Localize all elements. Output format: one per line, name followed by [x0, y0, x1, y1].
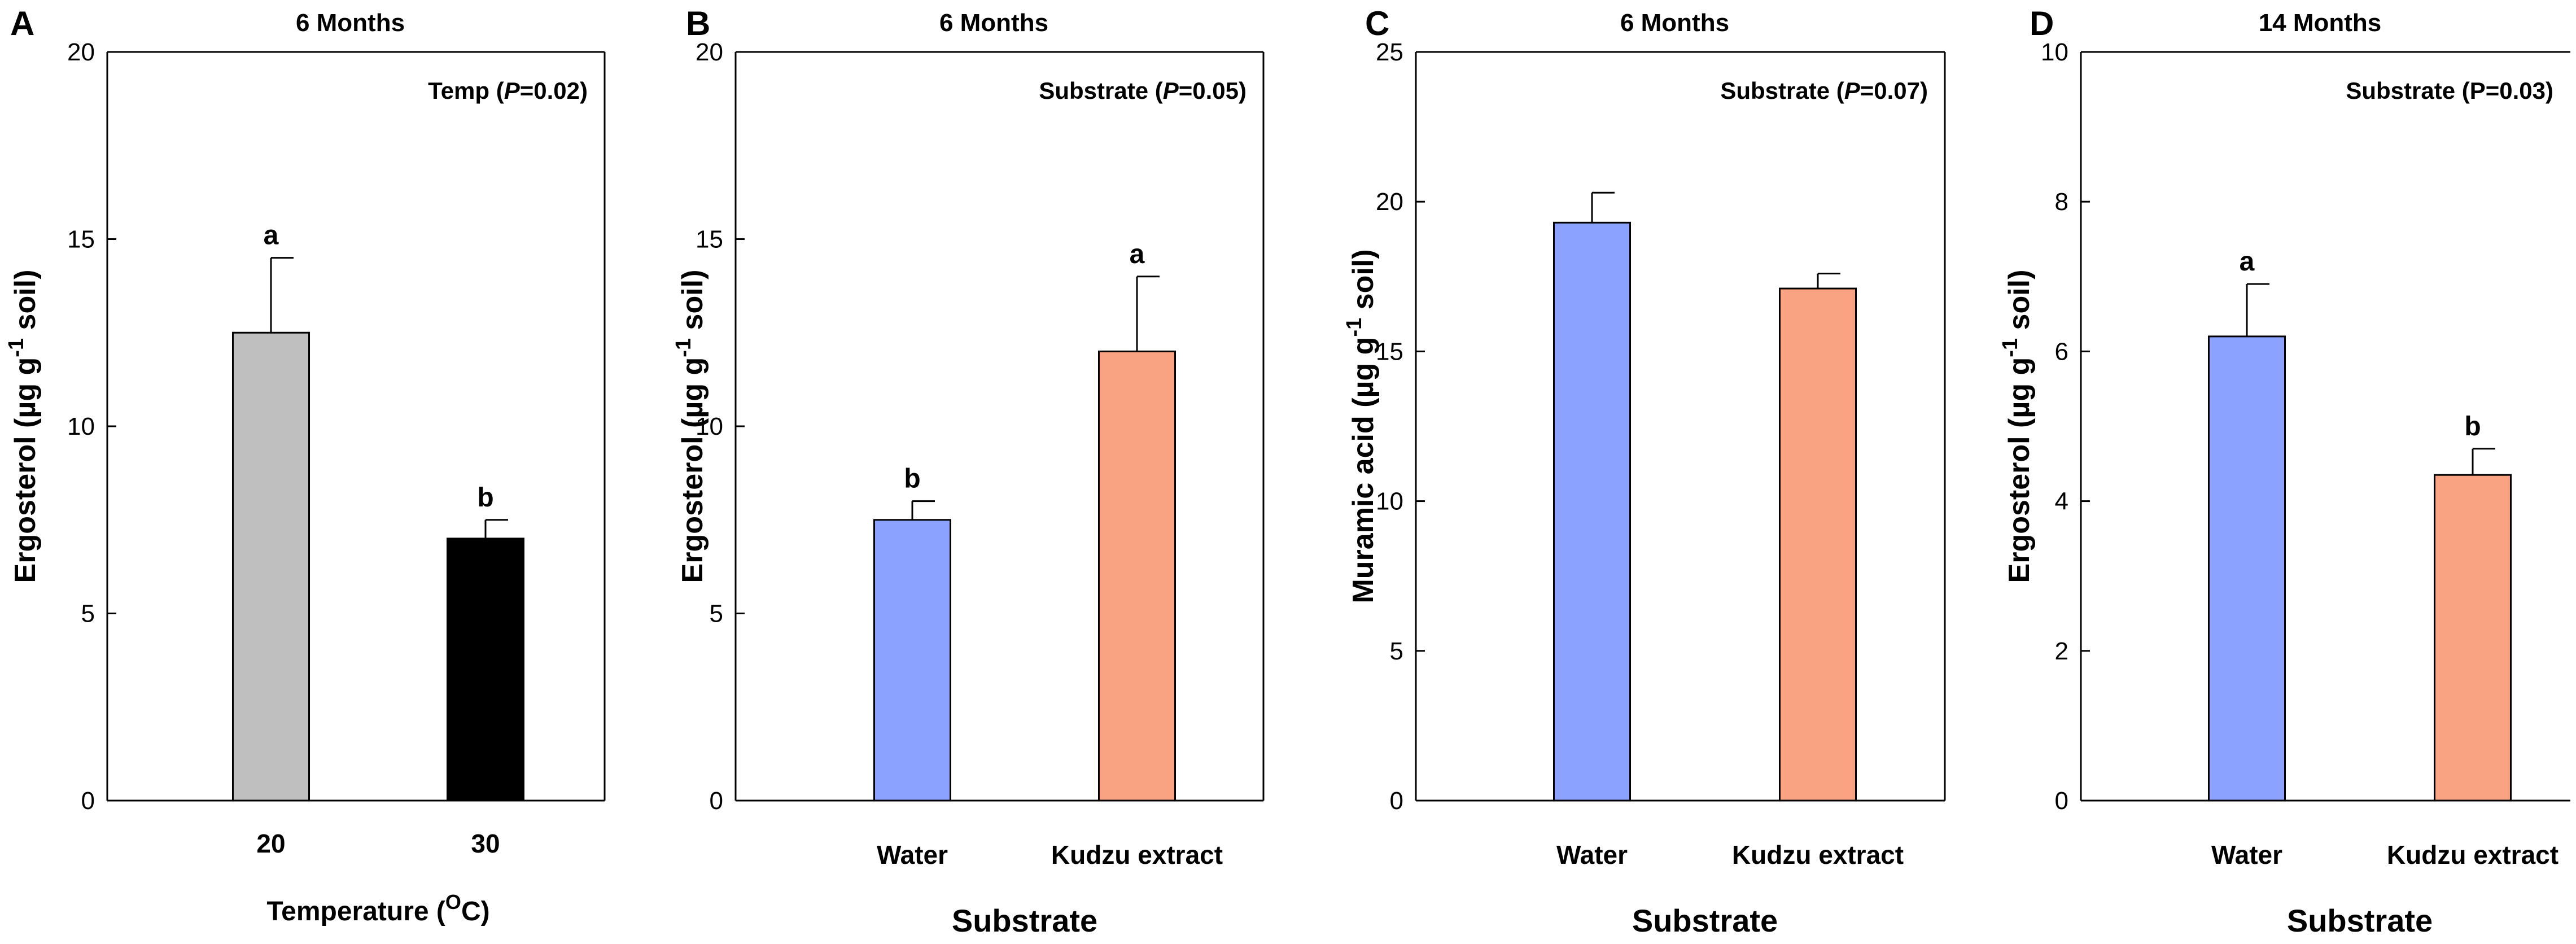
y-tick-label: 8: [2055, 188, 2068, 216]
stat-label: Substrate (P=0.05): [1039, 77, 1247, 104]
chart-panel-a: 0 5 10 15 20 20 a 30 b A 6 Months Temp (P=0.02) Temp…: [5, 5, 606, 927]
stat-label: Substrate (P=0.07): [1720, 77, 1928, 104]
significance-letter: a: [2240, 247, 2255, 277]
significance-letter: a: [1130, 239, 1145, 269]
y-tick-label: 15: [67, 226, 95, 254]
y-tick-label: 25: [1376, 38, 1403, 66]
y-tick-label: 5: [1390, 637, 1403, 665]
panel-title: 6 Months: [939, 9, 1048, 37]
significance-letter: b: [2464, 412, 2481, 442]
y-tick-label: 0: [2055, 787, 2068, 815]
y-axis-title: Ergosterol (µg g-1 soil): [5, 270, 42, 583]
x-tick-label: Water: [877, 840, 948, 869]
significance-letter: b: [477, 483, 493, 513]
y-tick-label: 2: [2055, 637, 2068, 665]
stat-label: Substrate (P=0.03): [2346, 77, 2553, 104]
bar: [1779, 287, 1857, 802]
x-axis-title: Substrate: [952, 903, 1097, 938]
bar: [2208, 335, 2286, 802]
y-tick-label: 10: [2041, 38, 2068, 66]
x-axis-title: Substrate: [1632, 903, 1778, 938]
y-tick-label: 6: [2055, 338, 2068, 365]
y-tick-label: 10: [1376, 488, 1403, 515]
bar: [873, 519, 951, 802]
y-tick-label: 15: [1376, 338, 1403, 365]
panel-letter: C: [1365, 5, 1389, 42]
chart-panel-d: 0 2 4 6 8 10 Water a Kudzu extract b D 14 Months Sub…: [1998, 5, 2570, 938]
x-tick-label: Water: [1556, 840, 1628, 869]
y-axis-title: Muramic acid (µg g-1 soil): [1342, 249, 1380, 603]
x-axis-title: Substrate: [2287, 903, 2433, 938]
y-axis-title: Ergosterol (µg g-1 soil): [672, 270, 709, 583]
x-tick-label: Kudzu extract: [1732, 840, 1904, 869]
stat-label: Temp (P=0.02): [428, 77, 588, 104]
significance-letter: b: [904, 464, 920, 494]
y-tick-label: 20: [1376, 188, 1403, 216]
x-tick-label: 30: [471, 829, 500, 858]
significance-letter: a: [264, 221, 279, 251]
panel-letter: A: [10, 5, 34, 42]
bar: [1553, 221, 1631, 802]
panel-letter: D: [2030, 5, 2054, 42]
panel-title: 6 Months: [1620, 9, 1729, 37]
y-tick-label: 0: [81, 787, 95, 815]
x-tick-label: 20: [256, 829, 285, 858]
y-tick-label: 10: [696, 413, 723, 440]
x-tick-label: Kudzu extract: [1051, 840, 1223, 869]
y-tick-label: 15: [696, 226, 723, 254]
y-tick-label: 10: [67, 413, 95, 440]
y-tick-label: 4: [2055, 488, 2068, 515]
bar: [447, 537, 524, 802]
y-tick-label: 5: [81, 600, 95, 628]
panel-title: 6 Months: [296, 9, 405, 37]
y-tick-label: 0: [1390, 787, 1403, 815]
bar: [1098, 350, 1176, 802]
x-tick-label: Water: [2211, 840, 2282, 869]
x-axis-title: Temperature (OC): [266, 890, 489, 927]
y-tick-label: 5: [710, 600, 723, 628]
y-tick-label: 0: [710, 787, 723, 815]
y-tick-label: 20: [67, 38, 95, 66]
y-tick-label: 20: [696, 38, 723, 66]
chart-panel-b: 0 5 10 15 20 Water b Kudzu extract a B 6 Months Sub…: [672, 5, 1265, 938]
panel-title: 14 Months: [2259, 9, 2382, 37]
bar: [2434, 474, 2512, 802]
panel-letter: B: [686, 5, 710, 42]
x-tick-label: Kudzu extract: [2387, 840, 2558, 869]
y-axis-title: Ergosterol (µg g-1 soil): [1998, 270, 2036, 583]
bar: [232, 331, 310, 802]
chart-panel-c: 0 5 10 15 20 25 Water Kudzu extract C 6 Months Sub…: [1342, 5, 1946, 938]
